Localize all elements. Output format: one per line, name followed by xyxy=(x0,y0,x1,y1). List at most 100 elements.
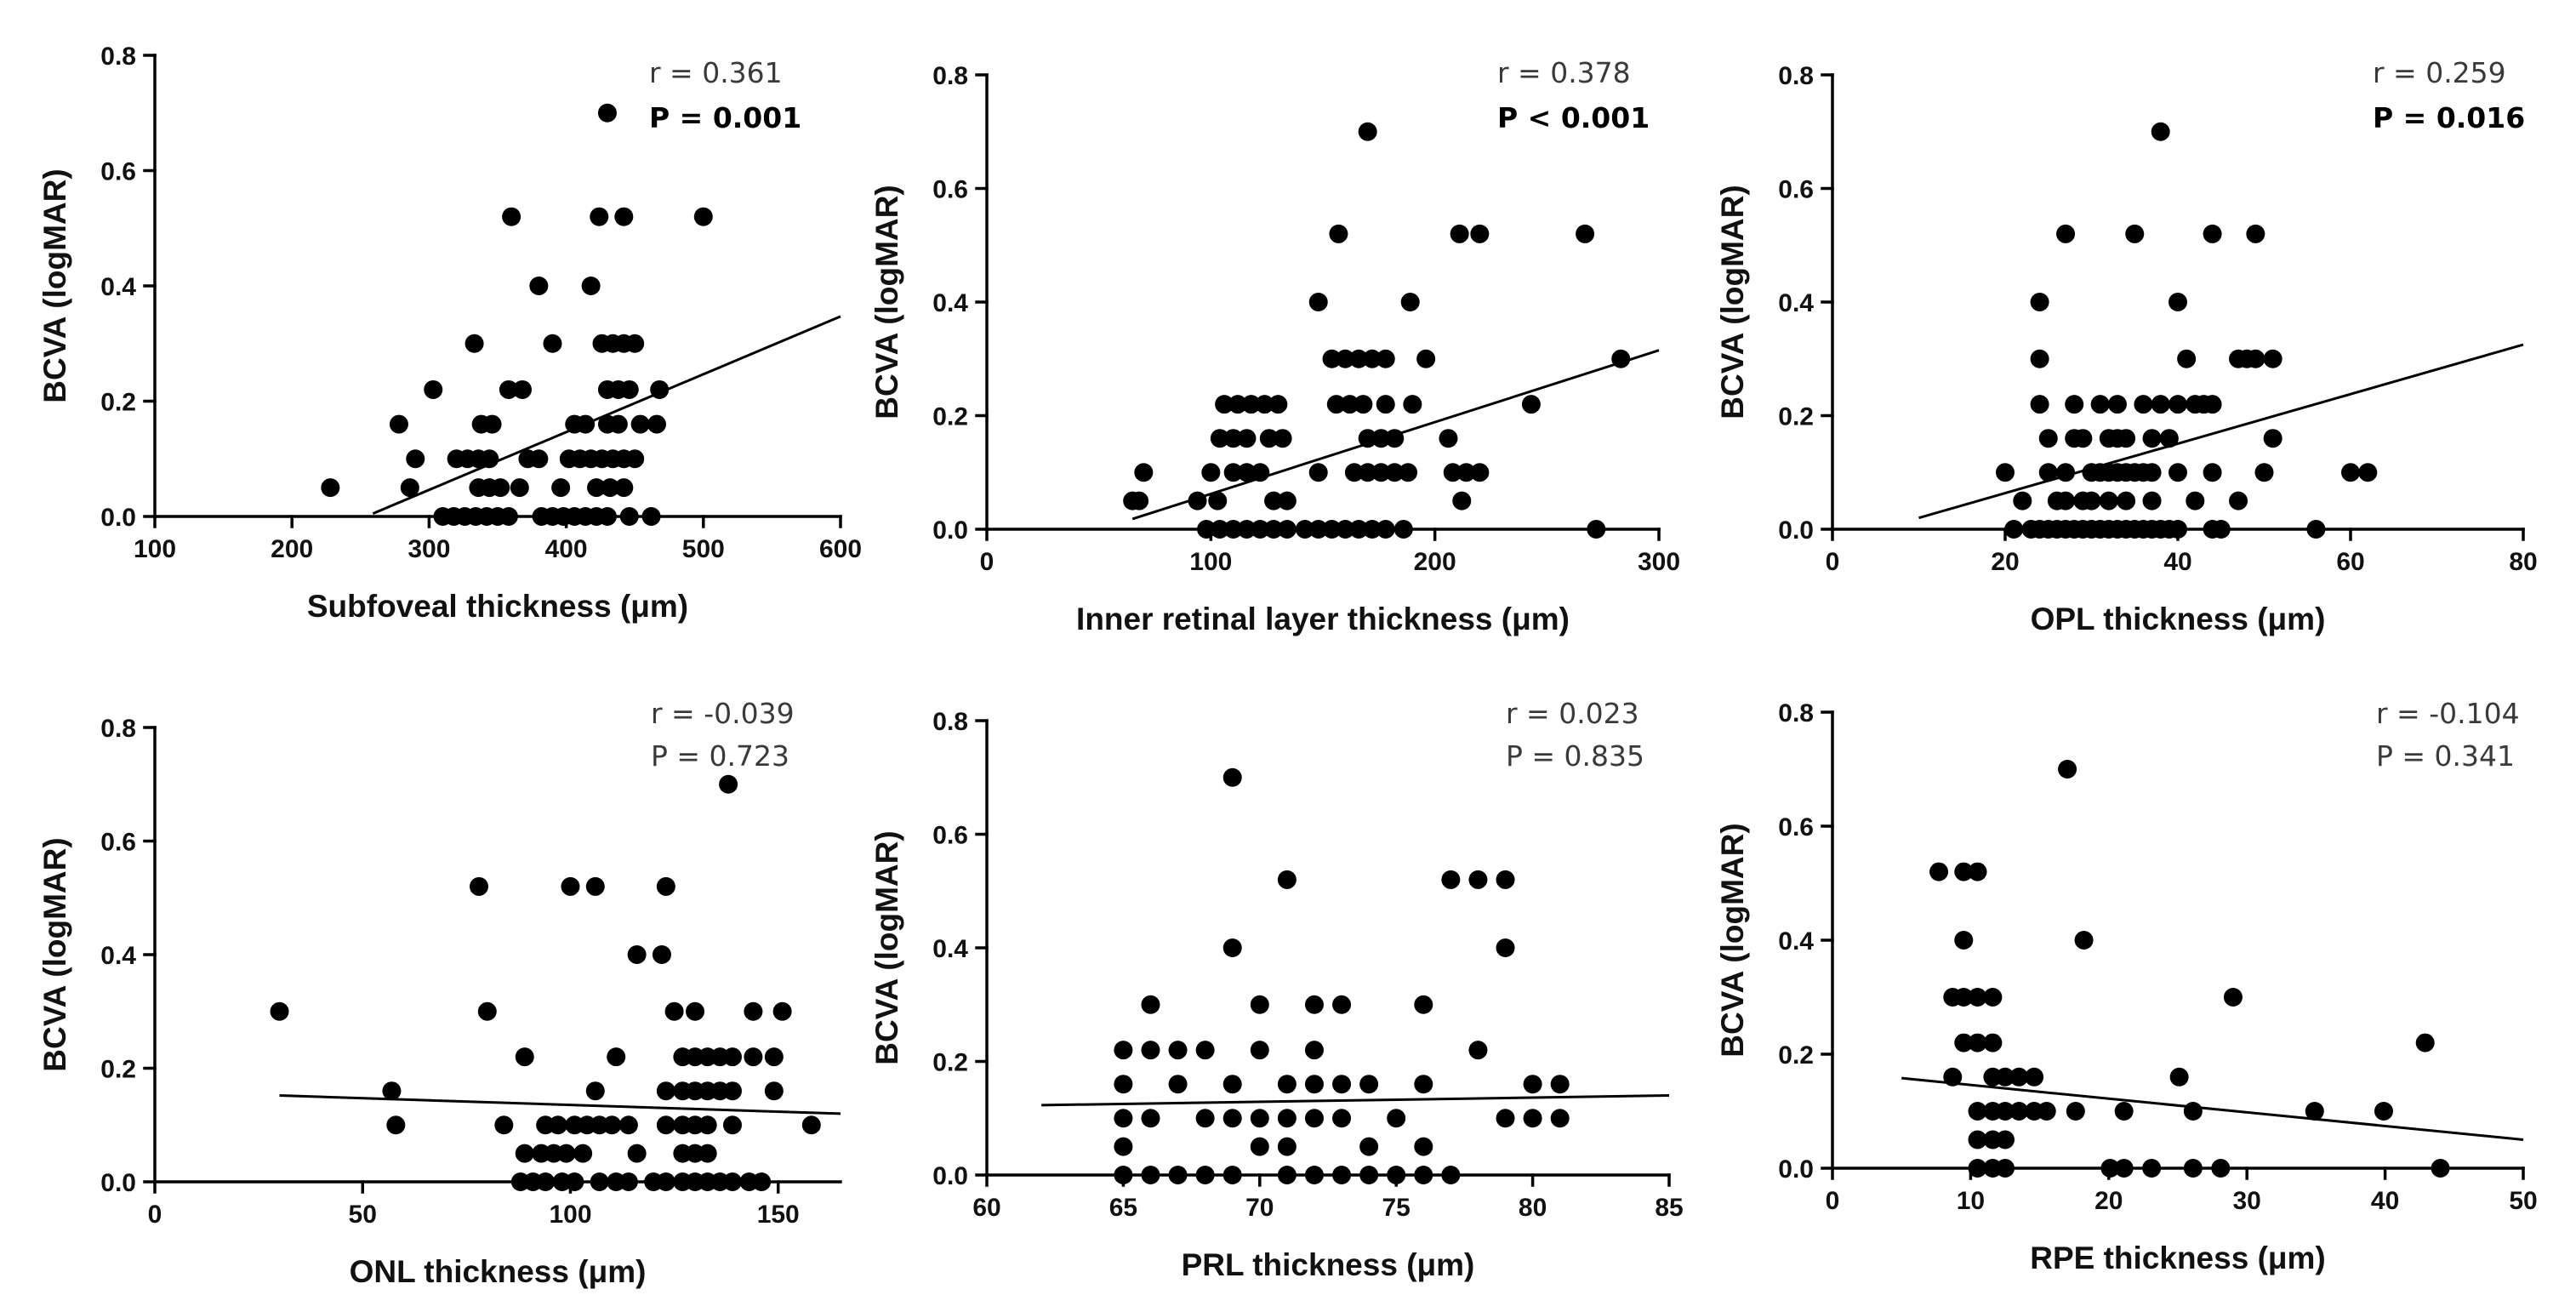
y-tick-label: 0.0 xyxy=(100,504,136,532)
data-point xyxy=(1222,767,1242,787)
data-point xyxy=(573,1144,593,1163)
data-point xyxy=(1587,520,1606,539)
data-point xyxy=(464,334,484,353)
data-point xyxy=(2038,463,2058,482)
data-point xyxy=(614,478,634,498)
data-point xyxy=(2142,463,2162,482)
data-point xyxy=(477,1001,497,1021)
data-point xyxy=(2169,395,2187,414)
data-point xyxy=(608,414,628,434)
data-point xyxy=(424,379,443,399)
x-tick-label: 300 xyxy=(1638,548,1680,576)
data-point xyxy=(1114,1166,1133,1184)
data-point xyxy=(627,945,647,964)
data-point xyxy=(1968,1033,1987,1052)
data-point xyxy=(1358,429,1377,448)
data-point xyxy=(1376,520,1395,539)
data-point xyxy=(1308,293,1328,311)
data-point xyxy=(1943,1067,1963,1087)
x-tick-label: 65 xyxy=(1109,1194,1137,1222)
data-point xyxy=(2211,1159,2231,1178)
data-point xyxy=(1332,995,1352,1014)
data-point xyxy=(1349,520,1369,539)
data-point xyxy=(1277,1137,1297,1156)
data-point xyxy=(1237,429,1257,448)
data-point xyxy=(1223,463,1243,482)
y-tick-label: 0.4 xyxy=(100,273,136,301)
data-point xyxy=(693,207,713,226)
data-point xyxy=(581,277,601,295)
data-point xyxy=(2151,395,2170,414)
data-point xyxy=(1114,1109,1133,1128)
y-tick-label: 0.8 xyxy=(932,62,968,90)
data-point xyxy=(801,1115,821,1135)
data-point xyxy=(1359,1137,1379,1156)
data-point xyxy=(1954,931,1974,950)
data-point xyxy=(2306,520,2326,539)
data-point xyxy=(1376,349,1395,368)
data-point xyxy=(1304,1075,1324,1094)
data-point xyxy=(1264,491,1284,511)
data-point xyxy=(1996,1102,2015,1121)
data-point xyxy=(494,1115,514,1135)
data-point xyxy=(536,1172,556,1191)
data-point xyxy=(1277,1109,1297,1128)
data-point xyxy=(1322,349,1342,368)
data-point xyxy=(647,414,666,434)
data-point xyxy=(2169,1067,2189,1087)
data-point xyxy=(1359,1075,1379,1094)
data-point xyxy=(2107,395,2127,414)
data-point xyxy=(491,478,510,498)
data-point xyxy=(2114,1102,2134,1121)
y-tick-label: 0.2 xyxy=(1778,1041,1814,1070)
data-point xyxy=(1250,1041,1269,1060)
data-point xyxy=(1141,995,1160,1014)
data-point xyxy=(722,1081,742,1101)
data-point xyxy=(2038,429,2058,448)
data-point xyxy=(1414,1075,1433,1094)
data-point xyxy=(2183,1102,2203,1121)
data-point xyxy=(543,334,562,353)
data-point xyxy=(529,449,549,469)
data-point xyxy=(2013,491,2032,511)
data-point xyxy=(515,1144,534,1163)
data-point xyxy=(510,478,529,498)
data-point xyxy=(1393,520,1413,539)
data-point xyxy=(1996,1067,2015,1087)
data-point xyxy=(2186,491,2205,511)
y-tick-label: 0.2 xyxy=(932,1049,968,1077)
data-point xyxy=(1295,520,1314,539)
x-axis-title: PRL thickness (μm) xyxy=(1182,1247,1475,1282)
data-point xyxy=(1332,1109,1352,1128)
data-point xyxy=(1228,395,1247,414)
x-tick-label: 0 xyxy=(1826,1187,1840,1215)
data-point xyxy=(1496,870,1515,889)
data-point xyxy=(2125,224,2145,243)
data-point xyxy=(389,414,408,434)
data-point xyxy=(1222,1166,1242,1184)
data-point xyxy=(1385,463,1405,482)
data-point xyxy=(656,1172,675,1191)
data-point xyxy=(1332,1075,1352,1094)
data-point xyxy=(1223,429,1243,448)
data-point xyxy=(400,478,419,498)
data-point xyxy=(1222,1109,1242,1128)
x-tick-label: 0 xyxy=(1826,548,1840,576)
data-point xyxy=(2169,520,2187,539)
data-point xyxy=(656,876,675,896)
data-point xyxy=(470,876,489,896)
data-point xyxy=(556,1144,576,1163)
data-point xyxy=(1400,293,1420,311)
data-point xyxy=(1251,463,1270,482)
y-tick-label: 0.4 xyxy=(1778,289,1814,317)
scatter-panel-5: 60 65 70 75 80 85 0.0 0.2 0.4 0.6 0.8 PRL thickness… xyxy=(869,697,1684,1282)
correlation-r-label: r = -0.039 xyxy=(651,697,795,730)
data-point xyxy=(2056,224,2076,243)
data-point xyxy=(1273,429,1292,448)
data-point xyxy=(2142,1159,2162,1178)
data-point xyxy=(1414,995,1433,1014)
data-point xyxy=(686,1001,705,1021)
data-point xyxy=(1414,1137,1433,1156)
data-point xyxy=(1416,349,1436,368)
data-point xyxy=(2117,429,2136,448)
